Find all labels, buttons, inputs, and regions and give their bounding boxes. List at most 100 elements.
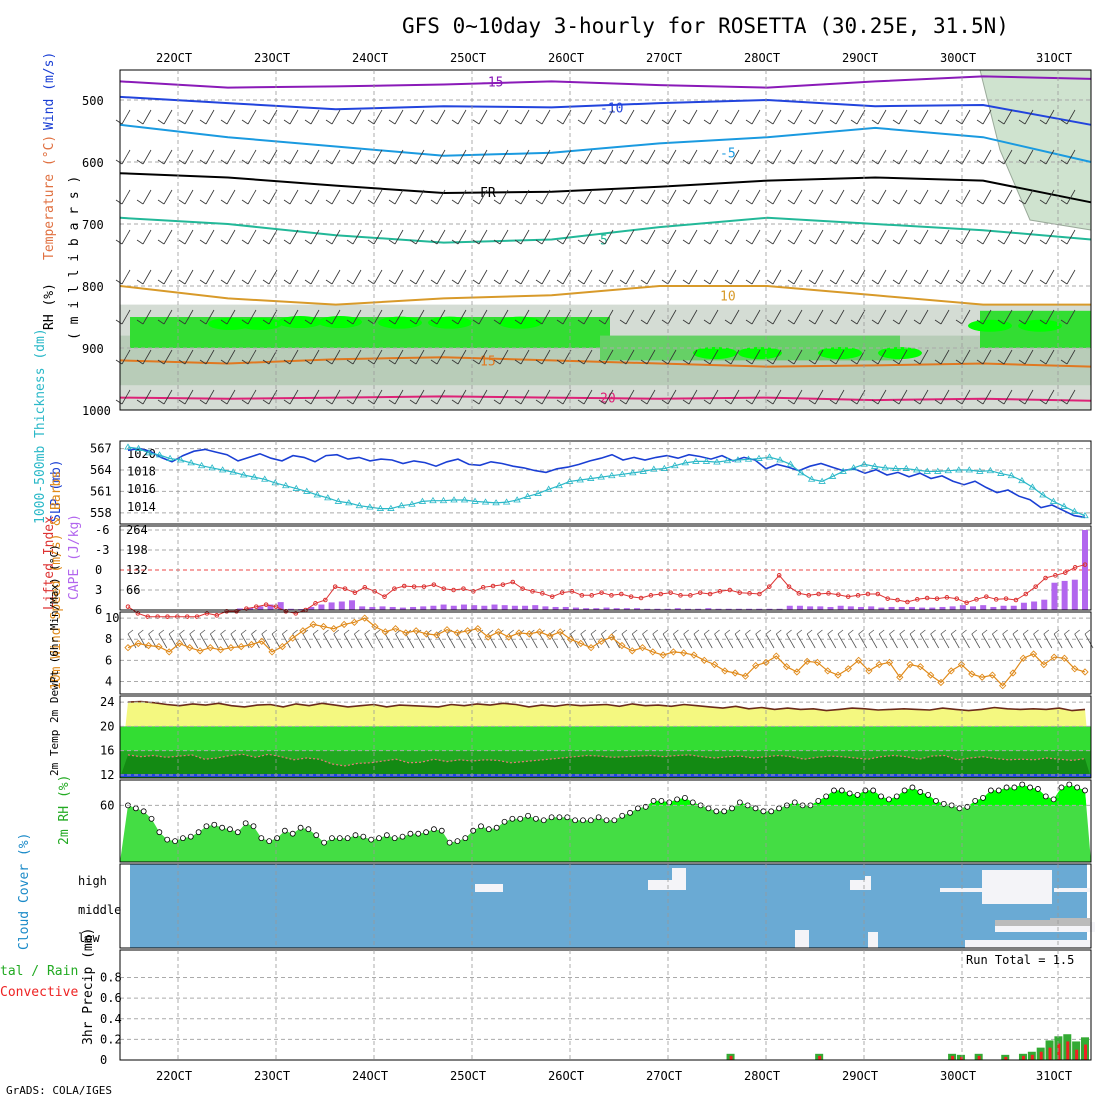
precip-tick: 0	[100, 1053, 107, 1067]
upper-wind-barb	[787, 399, 795, 405]
upper-wind-barb	[184, 109, 194, 125]
cape-bar	[236, 608, 243, 610]
wind-frame	[119, 611, 1092, 695]
rh-point	[854, 792, 861, 798]
upper-wind-barb	[472, 279, 480, 285]
rh-point	[611, 817, 618, 824]
upper-wind-barb	[724, 159, 732, 165]
cape-bar	[715, 608, 722, 610]
upper-wind-barb	[745, 159, 753, 165]
upper-wind-barb	[457, 389, 467, 405]
upper-wind-barb	[955, 279, 963, 285]
upper-wind-barb	[241, 279, 249, 285]
precip-conv-bar	[959, 1056, 963, 1060]
precip-conv-bar	[1084, 1044, 1087, 1060]
upper-wind-barb	[829, 279, 837, 285]
upper-wind-barb	[1024, 109, 1034, 125]
upper-wind-barb	[520, 269, 530, 285]
upper-wind-barb	[871, 399, 879, 405]
upper-wind-barb	[346, 359, 354, 365]
bottom-day-tick: 23OCT	[254, 1069, 290, 1083]
upper-wind-barb	[1060, 279, 1068, 285]
surface-wind-barb	[1064, 633, 1073, 649]
cape-bar	[308, 606, 315, 610]
wind-speed-point	[412, 627, 420, 635]
wind-speed-point	[1071, 665, 1079, 673]
upper-wind-barb	[619, 119, 627, 125]
upper-wind-barb	[409, 279, 417, 285]
upper-wind-barb	[430, 279, 438, 285]
cape-bar	[552, 606, 559, 610]
upper-wind-barb	[1003, 189, 1013, 205]
upper-wind-barb	[625, 349, 635, 365]
upper-wind-barb	[115, 279, 123, 285]
wind-speed-point	[391, 625, 400, 633]
lifted-label: Lifted Index	[42, 516, 57, 610]
rh-point	[376, 835, 382, 842]
thickness-point	[765, 453, 774, 460]
rh-point	[336, 835, 343, 842]
upper-wind-barb	[709, 229, 719, 245]
upper-wind-barb	[961, 109, 971, 125]
upper-wind-barb	[409, 359, 417, 365]
rh-point	[580, 817, 586, 824]
upper-wind-barb	[184, 229, 194, 245]
upper-wind-barb	[640, 399, 648, 405]
upper-wind-barb	[367, 279, 375, 285]
rh-point	[258, 835, 265, 842]
rh-point	[768, 808, 775, 815]
upper-wind-barb	[562, 149, 572, 165]
upper-wind-barb	[436, 229, 446, 245]
upper-wind-barb	[640, 159, 648, 165]
upper-wind-barb	[646, 189, 656, 205]
rh-point	[227, 826, 233, 833]
surface-wind-barb	[1084, 629, 1091, 635]
upper-wind-barb	[310, 269, 320, 285]
upper-wind-barb	[499, 309, 509, 325]
surface-wind-barb	[858, 633, 867, 649]
upper-wind-barb	[346, 159, 354, 165]
wind-speed-point	[669, 648, 678, 656]
upper-wind-barb	[220, 359, 228, 365]
upper-wind-barb	[625, 309, 635, 325]
surface-wind-barb	[837, 629, 844, 635]
upper-wind-barb	[325, 119, 333, 125]
precip-side-label: Convective	[0, 985, 78, 1000]
upper-wind-barb	[898, 309, 908, 325]
upper-wind-barb	[178, 159, 186, 165]
upper-wind-barb	[871, 119, 879, 125]
upper-wind-barb	[541, 189, 551, 205]
rh-point	[148, 815, 155, 822]
upper-wind-barb	[997, 359, 1005, 365]
surface-wind-barb	[580, 629, 587, 635]
lifted-point	[1023, 591, 1029, 597]
surface-wind-barb	[611, 629, 617, 635]
upper-wind-barb	[346, 399, 354, 405]
isotherm-line	[119, 172, 1092, 204]
temp-frame	[119, 695, 1092, 779]
rh-point	[156, 829, 163, 836]
upper-wind-barb	[787, 119, 795, 125]
upper-wind-barb	[835, 389, 845, 405]
wind-ylabel: 10m Wind Speed (m/s) & Barbs	[49, 471, 64, 690]
upper-wind-barb	[478, 269, 488, 285]
rh-point	[917, 789, 924, 795]
upper-wind-barb	[640, 319, 648, 325]
upper-wind-barb	[352, 309, 362, 325]
upper-wind-barb	[745, 199, 753, 205]
rh-point	[493, 824, 500, 831]
upper-wind-barb	[121, 269, 131, 285]
rh-point	[368, 836, 375, 843]
upper-wind-barb	[982, 189, 992, 205]
upper-wind-barb	[535, 359, 543, 365]
upper-wind-barb	[1018, 279, 1026, 285]
upper-wind-barb	[856, 309, 866, 325]
rh-point	[446, 839, 453, 846]
surface-wind-barb	[1023, 629, 1029, 635]
cloud-gap-gray	[995, 920, 1055, 926]
wind-speed-point	[1029, 650, 1038, 658]
isotherm-line	[119, 95, 1092, 126]
rh-frame	[119, 779, 1092, 863]
rh-point	[674, 796, 680, 803]
cape-bar	[644, 608, 651, 610]
